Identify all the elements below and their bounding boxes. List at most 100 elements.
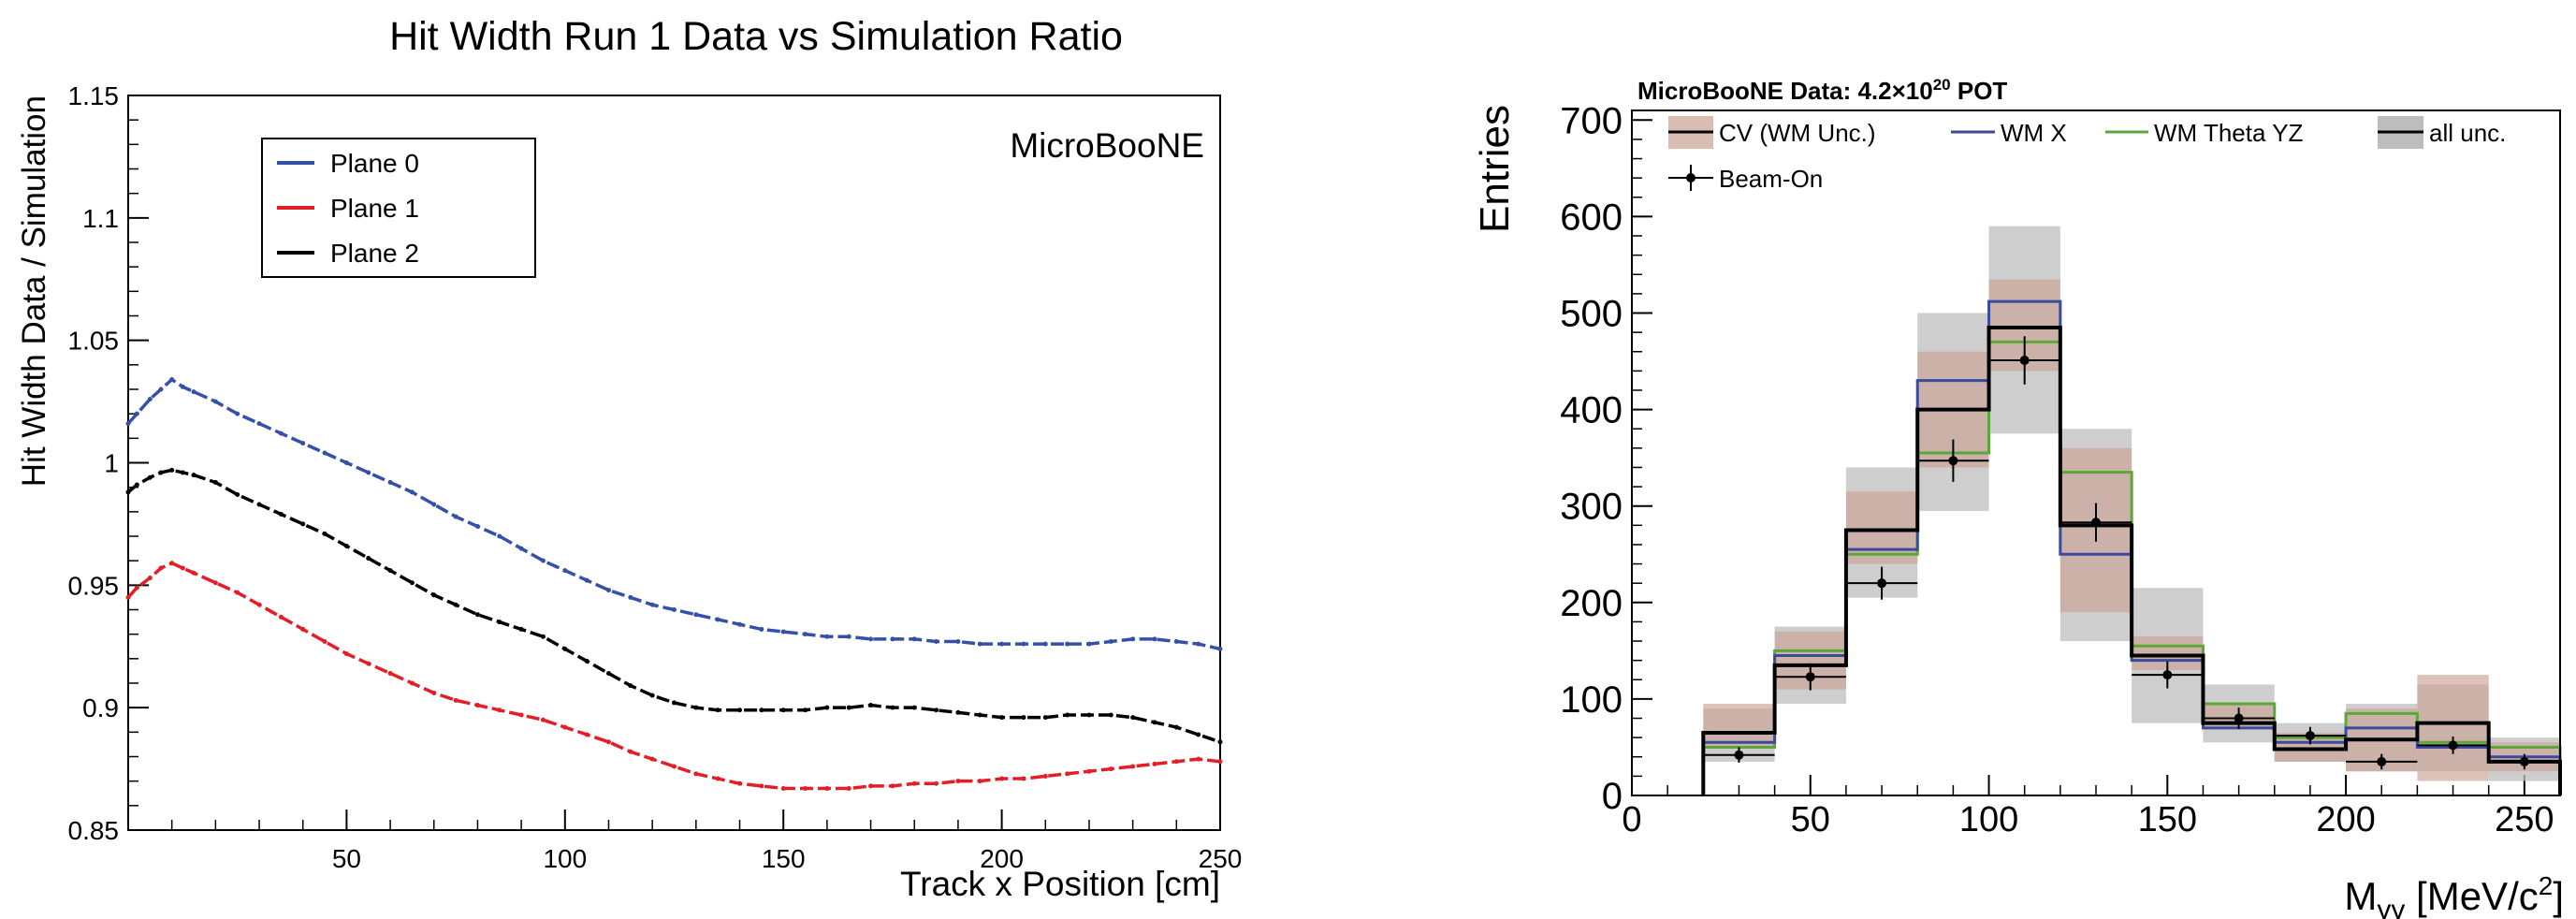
left-data-point	[1196, 756, 1201, 762]
left-data-point	[628, 683, 633, 689]
left-data-point	[1152, 720, 1157, 725]
cv-band-bin	[1845, 491, 1918, 564]
left-data-point	[191, 389, 196, 395]
left-data-point	[212, 479, 218, 485]
left-data-point	[672, 700, 677, 706]
left-data-point	[431, 592, 437, 598]
left-x-tick-label: 100	[543, 844, 587, 873]
left-y-tick-label: 1.1	[82, 204, 119, 233]
left-data-point	[1196, 732, 1201, 737]
left-data-point	[715, 776, 720, 781]
left-data-point	[518, 546, 524, 551]
right-y-tick-label: 700	[1560, 100, 1623, 141]
left-data-point	[693, 771, 699, 777]
left-data-point	[212, 399, 218, 404]
left-data-point	[649, 602, 655, 607]
left-data-point	[125, 489, 131, 495]
right-y-tick-label: 0	[1602, 776, 1623, 817]
left-data-point	[1021, 715, 1026, 721]
left-data-point	[562, 646, 568, 651]
right-xlabel-main: M	[2344, 874, 2377, 918]
left-data-point	[955, 709, 961, 715]
left-data-point	[409, 680, 415, 686]
left-data-point	[628, 749, 633, 754]
beamon-point	[2162, 670, 2173, 680]
left-data-point	[977, 779, 982, 784]
left-data-point	[1108, 639, 1113, 645]
left-data-point	[343, 651, 349, 657]
left-data-point	[868, 703, 874, 708]
left-data-point	[715, 617, 720, 622]
left-data-point	[134, 411, 139, 416]
left-data-point	[256, 502, 262, 507]
left-data-point	[540, 634, 546, 639]
left-data-point	[540, 717, 546, 722]
right-chart: MicroBooNE Data: 4.2×1020 POT 0 50 100 150 2…	[1472, 76, 2564, 919]
left-data-point	[409, 489, 415, 495]
left-y-tick-label: 0.95	[68, 571, 120, 600]
left-data-point	[1021, 776, 1026, 781]
left-data-point	[737, 707, 743, 713]
left-data-point	[453, 697, 458, 703]
cv-histogram	[1701, 325, 2562, 795]
left-data-point	[1130, 636, 1136, 642]
left-legend: Plane 0 Plane 1 Plane 2	[261, 138, 536, 278]
left-data-point	[278, 430, 284, 436]
left-data-point	[169, 467, 175, 473]
beamon-point	[2377, 756, 2387, 766]
left-data-point	[366, 661, 371, 666]
legend-label-wmx: WM X	[2001, 119, 2067, 147]
left-data-point	[518, 712, 524, 718]
left-data-point	[1086, 712, 1092, 718]
left-data-point	[158, 387, 164, 392]
left-data-point	[890, 636, 895, 642]
cv-band-bin	[1703, 704, 1775, 748]
left-x-tick-label: 200	[980, 844, 1024, 873]
left-data-point	[955, 639, 961, 645]
left-data-point	[518, 626, 524, 632]
left-data-point	[180, 470, 185, 475]
left-data-point	[803, 786, 808, 792]
left-series-line-0	[126, 377, 1221, 651]
left-data-point	[256, 421, 262, 427]
left-data-point	[780, 629, 786, 635]
left-data-point	[999, 641, 1005, 647]
left-data-point	[180, 565, 185, 571]
left-data-point	[158, 565, 164, 571]
left-data-point	[562, 724, 568, 730]
left-data-point	[605, 671, 611, 677]
left-data-point	[1217, 646, 1223, 651]
right-x-tick-label: 50	[1791, 800, 1830, 839]
left-data-point	[409, 580, 415, 586]
left-data-point	[1042, 773, 1048, 779]
left-data-point	[125, 594, 131, 600]
beamon-point	[2448, 740, 2458, 751]
left-data-point	[125, 421, 131, 427]
left-data-point	[911, 780, 917, 786]
left-data-point	[134, 482, 139, 488]
left-y-tick-label: 0.9	[82, 693, 119, 722]
left-data-point	[212, 580, 218, 586]
left-data-point	[584, 658, 589, 664]
left-data-point	[1108, 712, 1113, 718]
left-data-point	[672, 764, 677, 769]
left-y-tick-label: 1.15	[68, 81, 120, 110]
left-data-point	[846, 705, 851, 710]
left-data-point	[693, 612, 699, 618]
left-data-point	[1130, 715, 1136, 721]
left-data-point	[387, 671, 393, 677]
left-data-point	[605, 588, 611, 593]
left-data-point	[474, 703, 480, 708]
right-y-tick-label: 600	[1560, 197, 1623, 238]
left-x-axis-label: Track x Position [cm]	[900, 865, 1220, 903]
left-data-point	[147, 474, 153, 480]
left-data-point	[387, 568, 393, 574]
cv-band-bin	[2417, 675, 2489, 781]
left-data-point	[737, 621, 743, 627]
left-data-point	[1217, 739, 1223, 745]
left-data-point	[1196, 641, 1201, 647]
legend-label-allunc: all unc.	[2429, 119, 2506, 147]
left-data-point	[147, 396, 153, 401]
left-data-point	[759, 626, 764, 632]
left-data-point	[1086, 641, 1092, 647]
